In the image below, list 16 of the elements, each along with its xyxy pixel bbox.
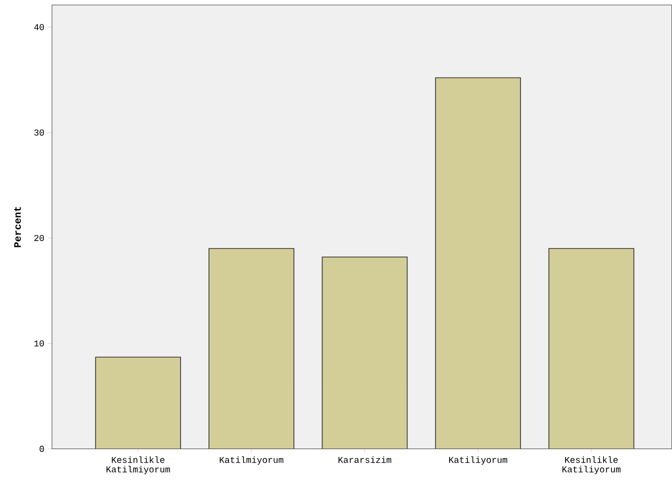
x-tick-label: Katilmiyorum [220, 456, 284, 465]
y-axis-title: Percent [14, 207, 21, 248]
x-tick-label: Kesinlikle Katilmiyorum [106, 456, 170, 474]
bar [95, 356, 181, 449]
y-tick-label: 40 [34, 24, 44, 30]
x-tick-label: Kesinlikle Katiliyorum [562, 456, 620, 474]
y-tick-label: 30 [34, 130, 44, 136]
bar [435, 77, 521, 449]
bar [322, 256, 408, 449]
x-tick-label: Kararsizim [338, 456, 392, 464]
bar [548, 248, 634, 449]
bar [208, 248, 294, 449]
y-tick-label: 0 [40, 446, 44, 452]
y-tick-label: 10 [34, 340, 44, 347]
y-tick-label: 20 [34, 235, 44, 242]
x-tick-label: Katiliyorum [449, 456, 508, 465]
